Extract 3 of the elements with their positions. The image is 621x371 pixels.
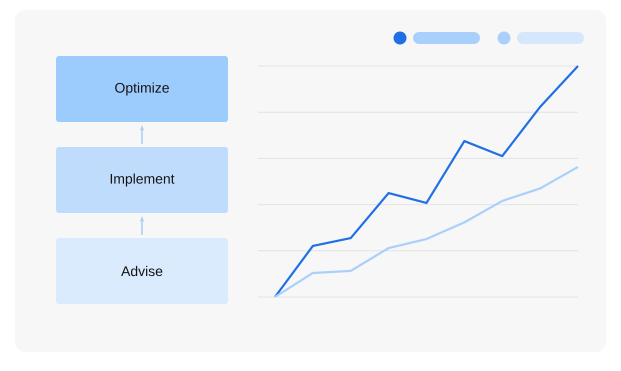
text: Optimize [115, 82, 169, 96]
text: Implement [110, 173, 174, 186]
text: Advise [121, 266, 162, 276]
